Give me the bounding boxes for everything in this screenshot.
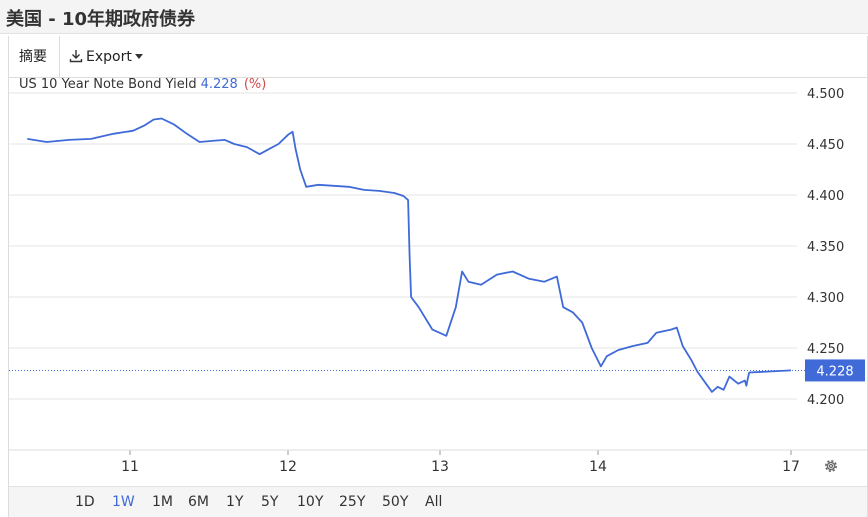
last-value-badge-label: 4.228 (816, 364, 853, 379)
x-tick-label: 14 (589, 459, 607, 475)
x-tick-label: 11 (121, 459, 139, 475)
range-button-25y[interactable]: 25Y (339, 494, 366, 510)
x-tick-label: 17 (782, 459, 800, 475)
y-tick-label: 4.450 (807, 138, 844, 153)
time-range-selector: 1D 1W 1M 6M 1Y 5Y 10Y 25Y 50Y All (9, 486, 867, 517)
export-button[interactable]: Export (69, 44, 143, 70)
range-button-10y[interactable]: 10Y (297, 494, 324, 510)
y-tick-label: 4.250 (807, 342, 844, 357)
line-chart[interactable]: 4.500 4.450 4.400 4.350 4.300 4.250 4.200 11 12… (9, 36, 867, 486)
chart-toolbar: 摘要 Export (9, 36, 867, 78)
range-button-1m[interactable]: 1M (152, 494, 173, 510)
x-tick-label: 13 (431, 459, 449, 475)
toolbar-divider (59, 36, 60, 78)
series-line (27, 117, 792, 393)
y-tick-label: 4.300 (807, 291, 844, 306)
page-title: 美国 - 10年期政府债券 (6, 9, 196, 30)
legend-last-value: 4.228 (200, 77, 238, 92)
download-icon (69, 50, 83, 63)
y-tick-label: 4.350 (807, 240, 844, 255)
range-button-1d[interactable]: 1D (75, 494, 95, 510)
range-button-50y[interactable]: 50Y (382, 494, 409, 510)
y-tick-label: 4.500 (807, 87, 844, 102)
last-value-badge-box (805, 359, 865, 382)
gear-icon[interactable] (822, 457, 840, 475)
y-tick-label: 4.400 (807, 189, 844, 204)
title-bar: 美国 - 10年期政府债券 (0, 0, 868, 34)
x-axis: 11 12 13 14 17 (9, 449, 867, 475)
range-button-1w[interactable]: 1W (112, 494, 135, 510)
chart-frame: 摘要 Export US 10 Year Note Bond Yield 4.22… (8, 36, 868, 517)
range-button-1y[interactable]: 1Y (226, 494, 244, 510)
legend-unit: (%) (243, 77, 267, 92)
export-label: Export (86, 49, 132, 65)
y-tick-label: 4.200 (807, 393, 844, 408)
x-tick-label: 12 (279, 459, 297, 475)
legend-series-name: US 10 Year Note Bond Yield (19, 77, 197, 92)
y-axis: 4.500 4.450 4.400 4.350 4.300 4.250 4.200 (807, 87, 844, 408)
chevron-down-icon (134, 54, 143, 59)
chart-legend: US 10 Year Note Bond Yield 4.228 (%) (19, 77, 266, 92)
summary-button[interactable]: 摘要 (19, 49, 47, 65)
grid-lines (9, 92, 797, 400)
range-button-all[interactable]: All (425, 494, 443, 510)
range-button-6m[interactable]: 6M (188, 494, 209, 510)
last-value-badge: 4.228 (805, 359, 865, 382)
range-button-5y[interactable]: 5Y (261, 494, 279, 510)
